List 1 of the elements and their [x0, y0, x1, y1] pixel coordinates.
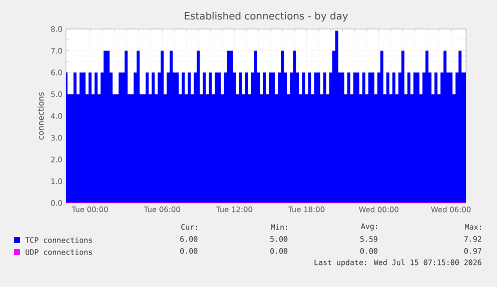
chart-title: Established connections - by day [184, 12, 348, 22]
